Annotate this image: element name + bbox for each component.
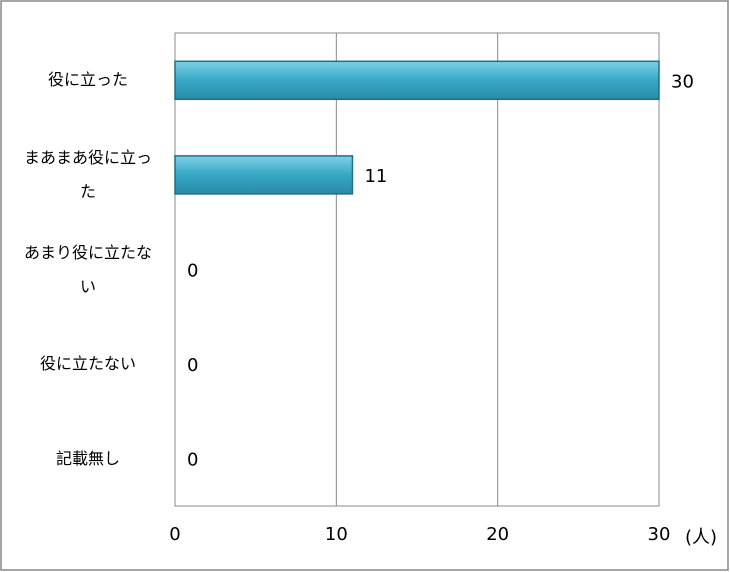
y-tick-label: あまり役に立たない [23,242,152,296]
x-tick-label: 30 [648,524,671,545]
y-tick-label: 役に立った [47,70,128,90]
value-label: 0 [187,355,198,376]
value-label: 0 [187,261,198,282]
x-axis-unit: (人) [685,527,717,548]
value-label: 11 [364,166,387,187]
value-label: 30 [671,71,694,92]
y-tick-label: 役に立たない [39,354,136,374]
x-tick-label: 20 [486,524,509,545]
bar [174,60,660,101]
x-tick-label: 0 [169,524,180,545]
bar [174,155,354,195]
value-label: 0 [187,450,198,471]
y-tick-label: まあまあ役に立った [23,147,152,201]
x-tick-label: 10 [325,524,348,545]
y-tick-label: 記載無し [55,448,120,468]
